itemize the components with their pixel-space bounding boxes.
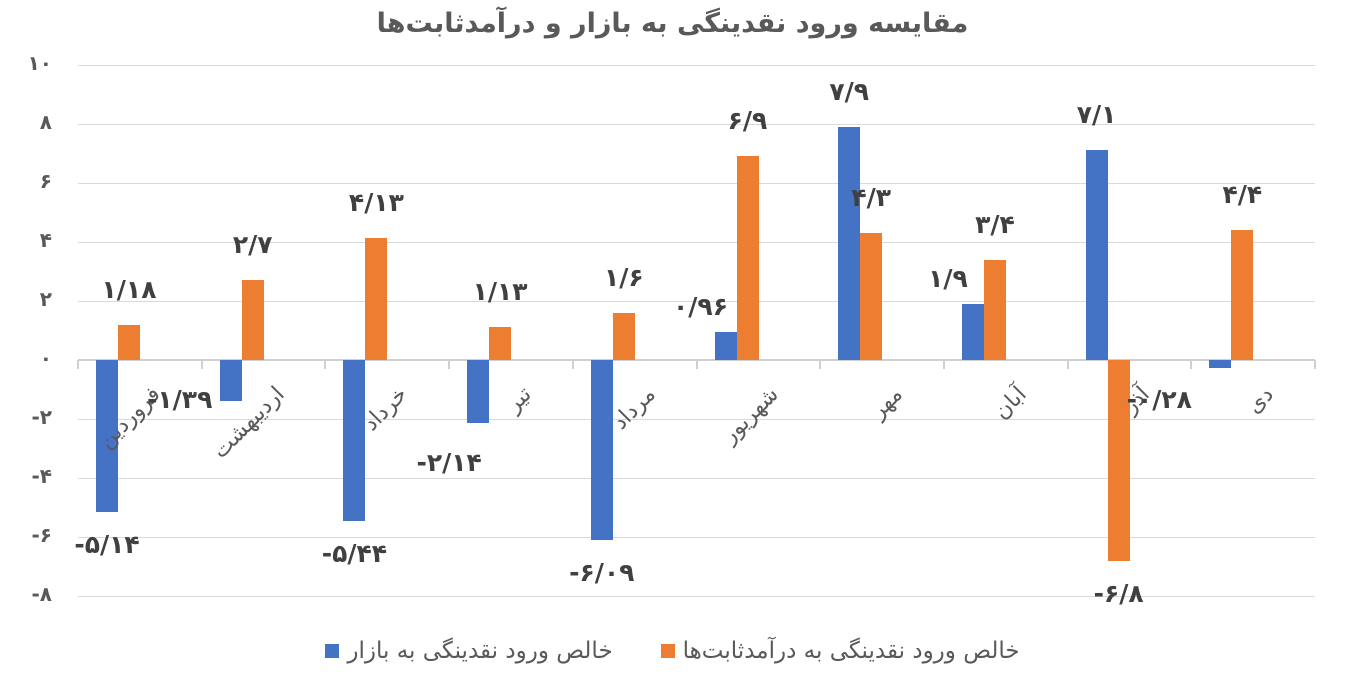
bar-market[interactable] [1085, 150, 1108, 360]
data-label: -۶/۰۹ [569, 557, 635, 587]
y-tick-label: -۸ [31, 582, 52, 607]
gridline [78, 123, 1315, 125]
gridline [78, 478, 1315, 480]
data-label: ۱/۱۳ [472, 276, 528, 306]
legend: خالص ورود نقدینگی به بازار خالص ورود نقد… [0, 638, 1345, 664]
x-axis-tick [200, 360, 203, 369]
data-label: ۱/۱۸ [101, 275, 157, 305]
legend-item-market[interactable]: خالص ورود نقدینگی به بازار [325, 638, 613, 664]
data-label: -۵/۱۴ [74, 529, 140, 559]
bar-fixed-income[interactable] [118, 325, 140, 360]
gridline [78, 241, 1315, 243]
y-tick-label: ۴ [39, 227, 52, 252]
bar-fixed-income[interactable] [983, 259, 1006, 360]
data-label: ۴/۴ [1222, 179, 1263, 209]
data-label: -۱/۳۹ [147, 385, 213, 414]
data-label: ۰/۹۶ [673, 291, 728, 321]
x-axis-tick [942, 360, 945, 369]
bar-fixed-income[interactable] [860, 232, 883, 360]
data-label: ۱/۶ [603, 262, 644, 292]
y-tick-label: -۴ [31, 464, 52, 489]
bar-fixed-income[interactable] [1107, 360, 1130, 561]
bar-fixed-income[interactable] [489, 326, 512, 360]
gridline [78, 537, 1315, 539]
gridline [78, 596, 1315, 598]
legend-item-fixed-income[interactable]: خالص ورود نقدینگی به درآمدثابت‌ها [660, 638, 1020, 664]
data-label: -۰/۲۸ [1126, 385, 1192, 414]
data-label: -۲/۱۴ [416, 448, 482, 478]
legend-label-fixed-income: خالص ورود نقدینگی به درآمدثابت‌ها [682, 638, 1020, 664]
gridline [78, 182, 1315, 184]
x-axis-tick [819, 360, 822, 369]
x-category-label: دی [1242, 382, 1279, 419]
x-axis-tick [1190, 360, 1193, 369]
x-axis-tick [448, 360, 451, 369]
gridline [78, 64, 1315, 66]
bar-fixed-income[interactable] [365, 237, 388, 360]
data-label: ۳/۴ [975, 209, 1015, 239]
y-tick-label: ۸ [39, 109, 52, 134]
data-label: ۷/۱ [1076, 100, 1117, 130]
x-axis-tick [77, 360, 79, 369]
bar-fixed-income[interactable] [736, 156, 759, 360]
y-tick-label: -۶ [31, 523, 52, 548]
bar-fixed-income[interactable] [241, 280, 264, 360]
bar-fixed-income[interactable] [612, 312, 635, 360]
bar-fixed-income[interactable] [1231, 229, 1254, 360]
bar-market[interactable] [838, 126, 861, 360]
x-category-label: شهریور [717, 382, 785, 449]
y-tick-label: ۲ [39, 286, 52, 311]
x-category-label: تیر [501, 382, 537, 418]
legend-swatch-blue-icon [325, 644, 340, 658]
bar-market[interactable] [714, 331, 737, 360]
x-category-label: مهر [865, 382, 908, 424]
bar-market[interactable] [590, 360, 613, 540]
x-category-label: مرداد [607, 382, 661, 435]
y-tick-label: ۰ [39, 346, 52, 370]
data-label: ۴/۳ [851, 182, 892, 212]
gridline [78, 300, 1315, 302]
legend-swatch-orange-icon [660, 644, 675, 658]
x-axis-tick [324, 360, 327, 369]
x-axis-tick [695, 360, 698, 369]
y-tick-label: -۲ [31, 405, 52, 430]
x-category-label: خرداد [358, 382, 413, 437]
y-tick-label: ۶ [39, 168, 52, 193]
bar-market[interactable] [467, 360, 490, 424]
x-axis-tick [571, 360, 574, 369]
gridline [78, 419, 1315, 421]
bar-market[interactable] [1209, 360, 1232, 369]
bar-market[interactable] [343, 360, 366, 521]
data-label: ۴/۱۳ [348, 187, 404, 217]
data-label: ۲/۷ [232, 230, 273, 260]
bar-market[interactable] [96, 360, 118, 512]
legend-label-market: خالص ورود نقدینگی به بازار [347, 638, 613, 664]
bar-market[interactable] [961, 303, 984, 360]
x-axis-tick [1314, 360, 1316, 369]
bar-market[interactable] [219, 360, 242, 402]
data-label: ۷/۹ [829, 76, 870, 106]
data-label: -۵/۴۴ [321, 538, 388, 568]
x-axis-tick [1066, 360, 1069, 369]
y-tick-label: ۱۰ [27, 50, 52, 75]
data-label: ۶/۹ [727, 106, 768, 136]
data-label: -۶/۸ [1093, 578, 1144, 608]
data-label: ۱/۹ [928, 263, 968, 293]
chart-title: مقایسه ورود نقدینگی به بازار و درآمدثابت… [376, 8, 969, 39]
